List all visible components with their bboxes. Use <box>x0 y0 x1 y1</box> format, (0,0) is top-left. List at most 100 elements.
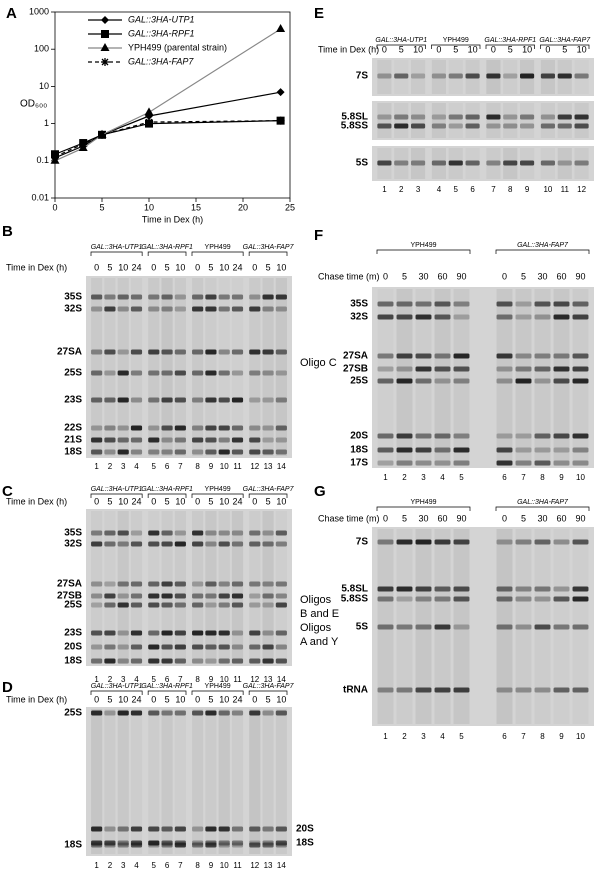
gel-band <box>104 425 116 431</box>
gel-band <box>553 586 570 592</box>
gel-band <box>431 123 446 129</box>
lane-number: 11 <box>561 185 570 194</box>
gel-band <box>117 425 129 431</box>
gel-band <box>192 349 204 355</box>
gel-band <box>377 353 394 359</box>
lane-number: 9 <box>559 473 564 482</box>
time-label: 10 <box>219 694 229 704</box>
gel-band <box>218 658 230 664</box>
time-label: 24 <box>131 262 141 272</box>
group-label: GAL::3HA-FAP7 <box>243 244 295 251</box>
lane-number: 7 <box>178 861 183 870</box>
gel-band <box>205 658 217 664</box>
lane-smear <box>520 103 535 138</box>
lane-number: 7 <box>491 185 496 194</box>
gel-band <box>377 596 394 602</box>
group-label: GAL::3HA-FAP7 <box>517 242 569 249</box>
gel-band <box>104 437 116 443</box>
lane-number: 8 <box>195 462 200 471</box>
gel-band <box>130 397 143 403</box>
gel-band <box>192 306 204 312</box>
gel-band <box>453 366 470 372</box>
lane-number: 12 <box>577 185 586 194</box>
lane-smear <box>486 148 501 179</box>
lane-number: 1 <box>382 185 387 194</box>
gel-band <box>520 160 535 166</box>
gel-band <box>275 581 287 587</box>
lane-number: 9 <box>559 732 564 741</box>
gel-band <box>91 630 103 636</box>
y-tick-label: 100 <box>34 44 49 54</box>
lane-smear <box>104 278 116 456</box>
panel-letter: F <box>314 227 323 244</box>
gel-band <box>104 593 116 599</box>
time-label: 0 <box>252 496 257 506</box>
gel-band <box>218 826 230 832</box>
band-label: 35S <box>64 528 82 539</box>
gel-band <box>503 73 518 79</box>
gel-band <box>453 460 470 466</box>
group-bracket <box>191 690 244 695</box>
lane-smear <box>192 709 204 854</box>
gel-band <box>553 539 570 545</box>
lane-smear <box>218 278 230 456</box>
gel-band <box>486 73 501 79</box>
gel-band <box>540 123 555 129</box>
lane-number: 8 <box>508 185 513 194</box>
gel-band <box>262 294 274 300</box>
band-label: 27SB <box>57 591 82 602</box>
gel-band <box>91 306 103 312</box>
gel-band <box>161 658 173 664</box>
time-label: 5 <box>208 694 213 704</box>
gel-band <box>415 596 432 602</box>
gel-band <box>275 449 287 455</box>
lane-number: 2 <box>402 732 407 741</box>
group-bracket <box>495 249 590 254</box>
gel-band <box>496 624 513 630</box>
gel-band <box>161 437 173 443</box>
gel-band <box>205 593 217 599</box>
gel-band <box>91 449 103 455</box>
gel-band <box>572 301 589 307</box>
gel-band <box>496 460 513 466</box>
band-label: 23S <box>64 395 82 406</box>
time-axis-label: Time in Dex (h) <box>6 694 67 704</box>
band-label: 18S <box>64 840 82 851</box>
band-label: 35S <box>64 292 82 303</box>
probe-label: Oligos <box>300 594 332 606</box>
lane-number: 10 <box>220 462 229 471</box>
gel-band <box>534 596 551 602</box>
lane-number: 3 <box>121 675 126 684</box>
gel-band <box>572 378 589 384</box>
gel-band <box>411 123 426 129</box>
gel-band <box>496 314 513 320</box>
lane-number: 5 <box>459 732 464 741</box>
gel-band <box>192 437 204 443</box>
gel-band <box>453 378 470 384</box>
gel-band <box>192 710 204 716</box>
group-label: YPH499 <box>205 486 231 493</box>
lane-number: 14 <box>277 861 286 870</box>
gel-band <box>275 306 287 312</box>
gel-band <box>161 530 173 536</box>
gel-band <box>275 397 287 403</box>
gel-band <box>218 370 230 376</box>
time-label: 10 <box>219 262 229 272</box>
gel-band <box>130 826 143 832</box>
gel-band <box>515 353 532 359</box>
lane-number: 4 <box>134 675 139 684</box>
gel-band <box>377 301 394 307</box>
lane-number: 3 <box>121 861 126 870</box>
gel-band <box>192 630 204 636</box>
gel-band <box>515 314 532 320</box>
gel-band <box>117 397 129 403</box>
probe-label: Oligos <box>300 622 332 634</box>
gel-band <box>453 596 470 602</box>
gel-band <box>192 294 204 300</box>
group-bracket <box>540 44 590 49</box>
gel-band <box>434 447 451 453</box>
band-label: 27SB <box>343 364 368 375</box>
lane-number: 2 <box>108 675 113 684</box>
gel-band <box>91 826 103 832</box>
gel-band <box>377 314 394 320</box>
